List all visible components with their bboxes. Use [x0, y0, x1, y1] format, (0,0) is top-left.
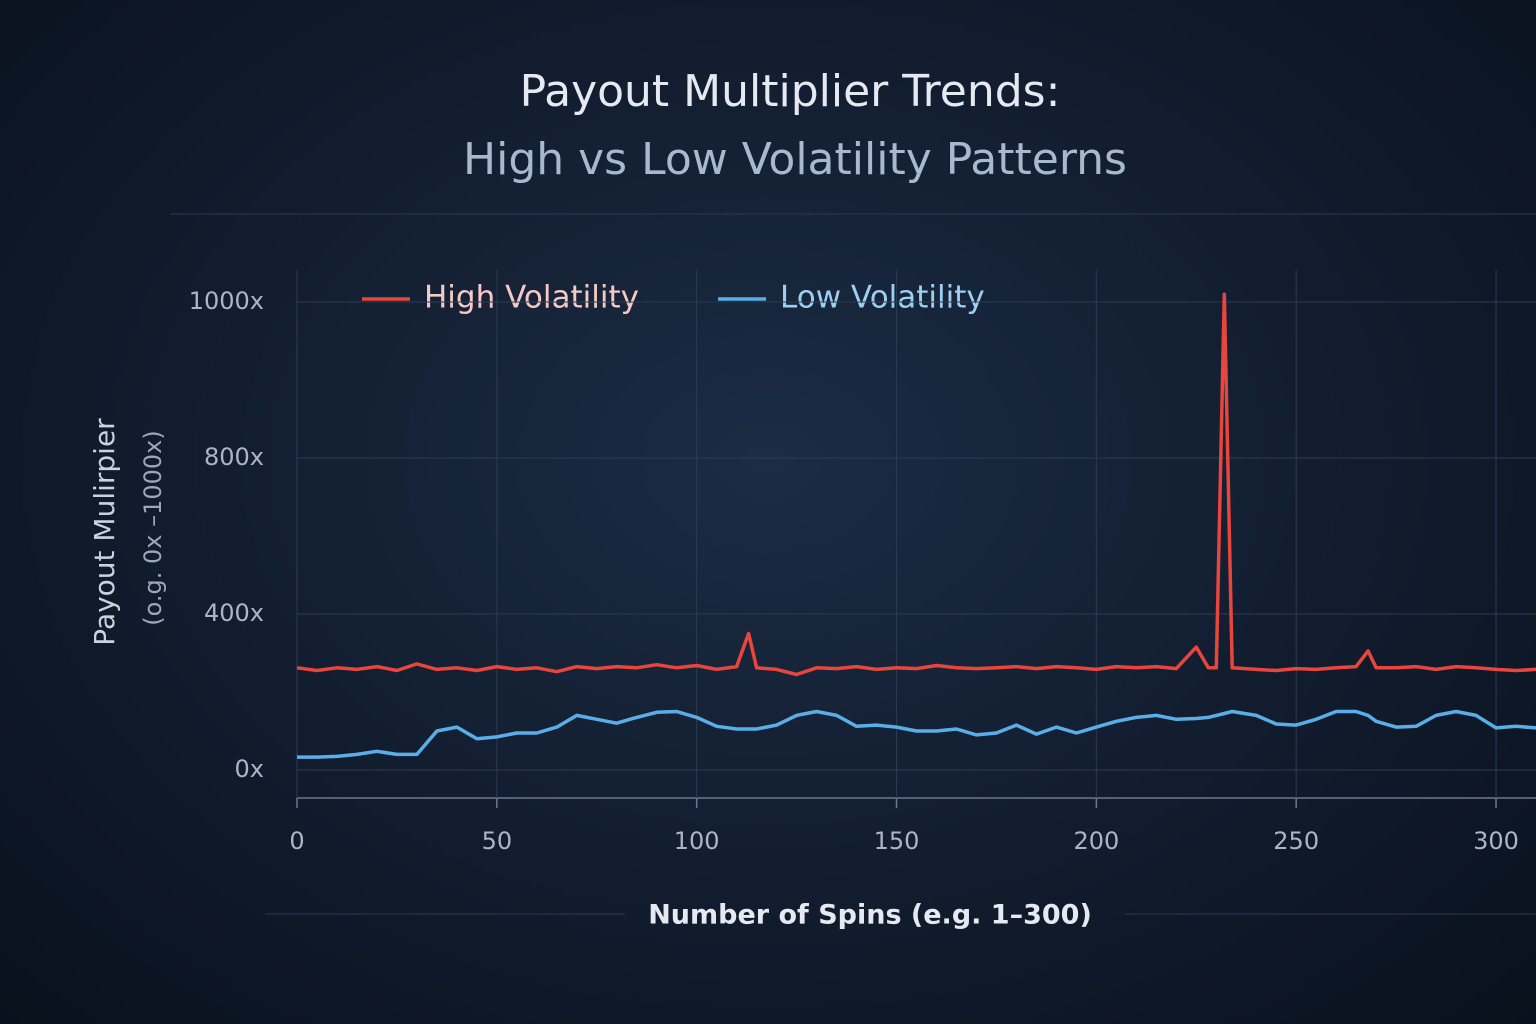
y-axis-label: (o.g. 0x –1000x): [139, 430, 167, 626]
legend-label: High Volatility: [424, 280, 639, 316]
series-line: [296, 292, 1536, 677]
y-tick-label: 1000x: [189, 287, 264, 315]
x-tick-label: 250: [1273, 827, 1319, 855]
x-tick-label: 100: [674, 827, 720, 855]
x-tick-label: 200: [1073, 827, 1119, 855]
chart-title: Payout Multiplier Trends:: [520, 66, 1061, 117]
y-axis-label: Payout Mulirpier: [88, 418, 121, 646]
x-tick-label: 0: [289, 827, 304, 855]
y-tick-label: 800x: [204, 443, 264, 471]
y-tick-label: 0x: [235, 755, 264, 783]
chart-subtitle: High vs Low Volatility Patterns: [463, 134, 1127, 185]
legend-label: Low Volatility: [780, 280, 985, 316]
x-axis-label: Number of Spins (e.g. 1–300): [648, 900, 1092, 931]
series-line: [297, 709, 1536, 759]
x-tick-label: 150: [874, 827, 920, 855]
x-tick-label: 300: [1473, 827, 1519, 855]
x-tick-label: 50: [482, 827, 513, 855]
y-tick-label: 400x: [204, 599, 264, 627]
